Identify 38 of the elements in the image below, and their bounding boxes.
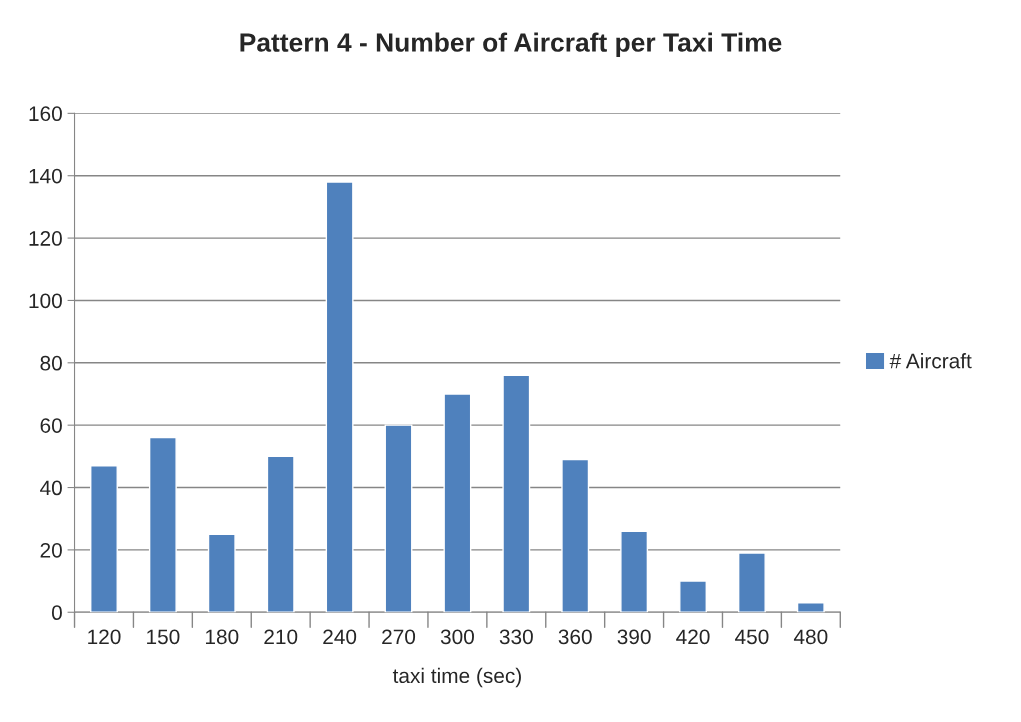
- y-tick-label: 100: [29, 293, 62, 309]
- bar: [737, 552, 766, 613]
- x-tick-label: 360: [558, 629, 592, 645]
- bar: [384, 424, 413, 613]
- legend-label: # Aircraft: [889, 353, 972, 369]
- x-tick-label: 420: [676, 629, 710, 645]
- bar: [679, 580, 707, 613]
- bar: [796, 602, 825, 613]
- y-tick-label: 0: [51, 605, 62, 621]
- x-axis-title: taxi time (sec): [392, 667, 521, 688]
- bar: [443, 393, 472, 613]
- y-tick-label: 140: [29, 168, 62, 184]
- x-tick-label: 240: [323, 629, 357, 645]
- y-tick-label: 80: [40, 355, 62, 371]
- x-tick-label: 330: [499, 629, 533, 645]
- y-tick-label: 60: [40, 418, 62, 433]
- bar: [148, 436, 177, 613]
- x-tick-label: 450: [735, 629, 769, 645]
- x-tick-label: 150: [147, 629, 180, 645]
- x-tick-label: 210: [264, 629, 298, 645]
- bar: [620, 530, 649, 613]
- bar: [207, 533, 236, 613]
- x-tick-label: 180: [206, 629, 239, 645]
- x-tick-label: 120: [88, 629, 121, 645]
- x-tick-label: 480: [793, 629, 828, 645]
- x-tick-label: 390: [617, 629, 651, 645]
- bar: [325, 181, 354, 613]
- x-tick-label: 270: [382, 629, 416, 645]
- y-tick-label: 40: [40, 480, 62, 496]
- x-tick-label: 300: [440, 629, 474, 645]
- y-tick-label: 160: [29, 106, 62, 122]
- bar: [502, 374, 531, 613]
- y-tick-label: 20: [40, 542, 62, 558]
- bar: [561, 458, 590, 613]
- y-tick-label: 120: [29, 231, 62, 246]
- bar: [90, 465, 118, 613]
- bar: [266, 455, 295, 613]
- chart-title: Pattern 4 - Number of Aircraft per Taxi Time: [240, 32, 782, 58]
